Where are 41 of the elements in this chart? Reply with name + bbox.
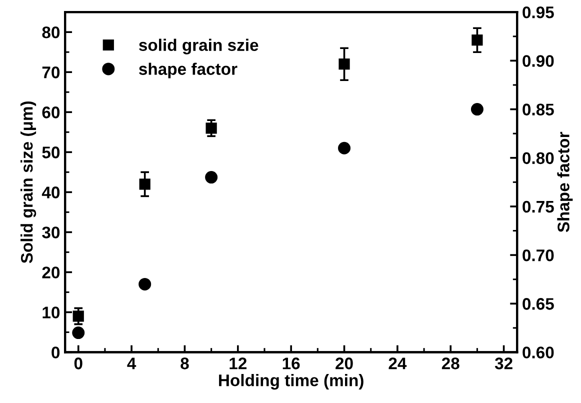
point xyxy=(72,326,85,340)
y-tick-label: 20 xyxy=(42,266,60,278)
point xyxy=(338,142,351,154)
y-tick-label: 60 xyxy=(42,106,60,118)
y2-tick-label: 0.75 xyxy=(522,200,554,213)
y2-tick-label: 0.70 xyxy=(522,249,554,262)
x-tick-label: 0 xyxy=(74,358,82,370)
y-tick-label: 0 xyxy=(52,346,60,358)
x-tick-label: 28 xyxy=(442,358,460,370)
y-tick-label: 10 xyxy=(42,306,60,318)
point xyxy=(470,103,484,116)
x-tick-label: 24 xyxy=(388,358,407,370)
point xyxy=(139,178,150,190)
point xyxy=(138,278,152,290)
y2-tick-label: 0.90 xyxy=(522,55,554,67)
y-tick-label: 40 xyxy=(42,186,60,198)
y2-tick-label: 0.85 xyxy=(522,104,554,116)
x-tick-label: 8 xyxy=(180,358,189,370)
x-tick-label: 20 xyxy=(336,358,353,370)
y2-axis-title: Shape factor xyxy=(557,132,573,232)
y2-tick-label: 0.80 xyxy=(522,152,554,164)
x-tick-label: 12 xyxy=(230,358,247,370)
x-axis-title: Holding time (min) xyxy=(219,374,364,390)
y2-tick-label: 0.60 xyxy=(522,346,554,358)
y-tick-label: 50 xyxy=(42,146,60,158)
legend-label: solid grain szie xyxy=(138,38,258,54)
y-axis-title: Solid grain size (μm) xyxy=(20,101,36,264)
point xyxy=(72,310,84,322)
y-tick-label: 30 xyxy=(42,226,60,238)
legend-label: shape factor xyxy=(138,62,238,78)
point xyxy=(472,34,483,46)
point xyxy=(206,122,217,134)
x-tick-label: 32 xyxy=(494,358,512,370)
x-tick-label: 16 xyxy=(282,358,300,370)
y-tick-label: 70 xyxy=(42,66,60,78)
point xyxy=(338,58,350,70)
x-tick-label: 4 xyxy=(127,358,136,370)
y-tick-label: 80 xyxy=(42,26,60,38)
point xyxy=(205,171,218,184)
y2-tick-label: 0.95 xyxy=(522,6,554,18)
y2-tick-label: 0.65 xyxy=(522,298,554,310)
